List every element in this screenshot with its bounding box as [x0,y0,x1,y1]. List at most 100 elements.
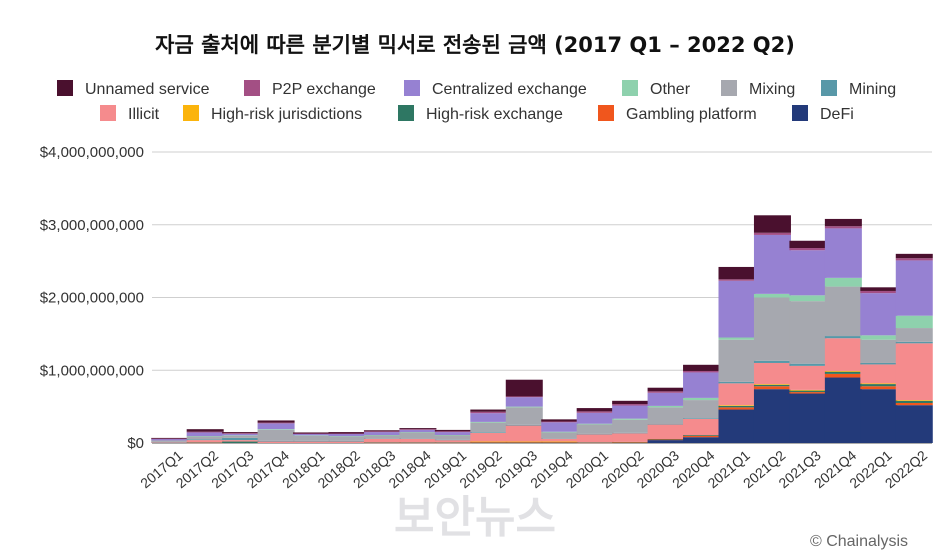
legend-label: P2P exchange [272,81,376,98]
bar-segment [753,384,791,387]
y-axis-ticks: $0 $1,000,000,000 $2,000,000,000 $3,000,000… [40,144,144,452]
bar-segment [541,438,579,442]
bar-segment [683,372,721,398]
bar-segment [222,435,260,436]
bar-segment [718,383,756,406]
bar-segment [186,429,224,432]
bar-segment [683,370,721,373]
bar-segment [470,432,508,442]
bar-segment [186,436,224,440]
bar-segment [222,433,260,434]
bar-stack [718,266,756,443]
bar-stack [895,253,933,443]
bar-segment [824,371,862,374]
bar-segment [505,442,543,443]
bar-segment [789,301,827,364]
bar-stack [789,240,827,443]
bar-segment [718,337,756,340]
bar-segment [470,413,508,422]
bar-segment [718,339,756,382]
bar-segment [363,430,401,432]
bar-segment [789,392,827,394]
bar-segment [222,433,260,436]
bar-segment [647,391,685,393]
bar-segment [789,365,827,390]
bar-segment [363,432,401,435]
bar-segment [753,234,791,294]
bar-stack [434,429,472,444]
legend-item: DeFi [792,105,854,123]
bar-segment [257,440,295,442]
bar-stack [576,408,614,444]
bar-segment [399,429,437,433]
bar-segment [824,218,862,227]
bar-segment [222,441,260,443]
bar-segment [186,439,224,441]
bar-segment [399,438,437,443]
bar-segment [434,434,472,436]
bar-stack [470,409,508,443]
bar-segment [541,419,579,422]
bar-segment [399,428,437,430]
bar-stack [363,430,401,444]
bar-segment [151,438,189,441]
bar-segment [328,436,366,441]
bar-segment [860,386,898,390]
bar-stack [753,215,791,443]
bar-stack [186,429,224,444]
bar-segment [541,442,579,443]
bar-stack [399,428,437,444]
bar-segment [257,441,295,443]
bar-segment [328,432,366,434]
bar-segment [647,438,685,440]
bar-segment [860,383,898,385]
y-tick-label: $0 [127,435,144,452]
bar-segment [399,429,437,430]
bar-segment [434,440,472,443]
bar-segment [541,432,579,439]
bar-segment [399,442,437,444]
legend-item: P2P exchange [244,80,376,98]
bar-segment [151,440,189,442]
bar-segment [363,438,401,439]
bar-segment [753,360,791,363]
bar-segment [576,411,614,413]
legend-item: Unnamed service [57,80,210,98]
bar-segment [895,328,933,342]
legend-swatch [183,105,199,121]
bar-segment [647,424,685,439]
bar-segment [683,435,721,438]
legend-item: Centralized exchange [404,80,587,98]
bar-segment [470,432,508,433]
bar-segment [860,293,898,336]
bar-segment [860,290,898,294]
bar-segment [824,373,862,378]
bar-segment [683,400,721,419]
bar-segment [434,442,472,443]
bar-segment [895,315,933,329]
bar-segment [789,295,827,302]
bar-segment [753,215,791,233]
legend-swatch [404,80,420,96]
credit: © Chainalysis [810,533,908,550]
bar-segment [576,442,614,443]
bar-segment [257,420,295,423]
bars [151,215,933,444]
bar-segment [718,409,756,443]
bar-segment [718,280,756,338]
legend-label: Other [650,81,691,98]
bar-segment [860,339,898,363]
bar-segment [576,434,614,443]
bar-segment [257,423,295,430]
bar-segment [753,384,791,385]
bar-segment [824,226,862,229]
bar-segment [718,407,756,410]
bar-segment [541,438,579,439]
legend-swatch [792,105,808,121]
bar-segment [824,377,862,443]
bar-stack [151,437,189,443]
bar-segment [505,397,543,407]
bar-segment [151,437,189,439]
bar-segment [683,418,721,435]
bar-segment [293,432,331,434]
